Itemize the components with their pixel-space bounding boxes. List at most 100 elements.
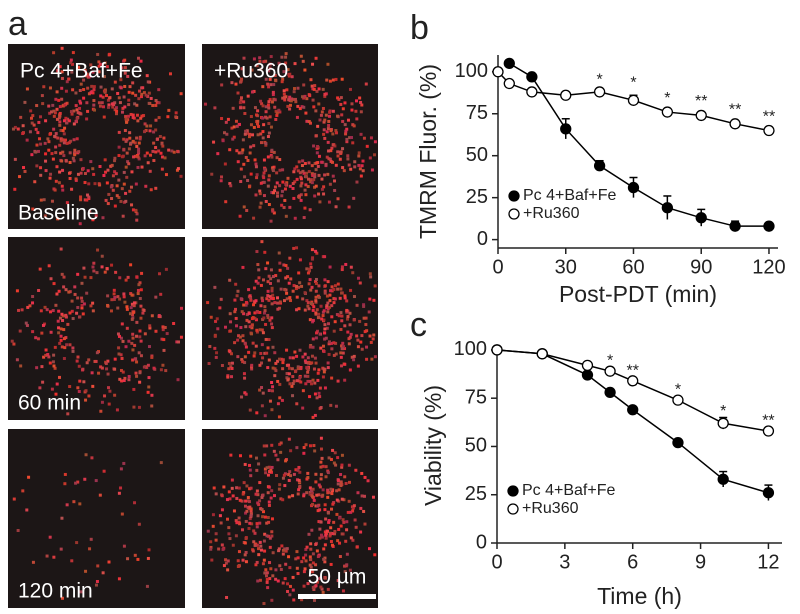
fluorescence-speck bbox=[280, 203, 284, 207]
fluorescence-speck bbox=[113, 156, 117, 160]
fluorescence-speck bbox=[148, 129, 152, 133]
fluorescence-speck bbox=[291, 382, 295, 386]
fluorescence-speck bbox=[291, 289, 295, 293]
fluorescence-speck bbox=[295, 566, 299, 570]
fluorescence-speck bbox=[161, 144, 165, 148]
fluorescence-speck bbox=[360, 471, 364, 475]
scale-bar bbox=[298, 594, 376, 599]
fluorescence-speck bbox=[131, 113, 135, 117]
fluorescence-speck bbox=[258, 205, 262, 209]
fluorescence-speck bbox=[54, 97, 58, 101]
fluorescence-speck bbox=[146, 556, 150, 560]
fluorescence-speck bbox=[101, 571, 105, 575]
fluorescence-speck bbox=[348, 368, 352, 372]
fluorescence-speck bbox=[304, 553, 308, 557]
fluorescence-speck bbox=[149, 96, 153, 100]
fluorescence-speck bbox=[122, 95, 126, 99]
fluorescence-speck bbox=[45, 554, 49, 558]
x-tick-label: 90 bbox=[690, 256, 712, 278]
fluorescence-speck bbox=[286, 275, 290, 279]
fluorescence-speck bbox=[64, 159, 68, 163]
fluorescence-speck bbox=[341, 107, 345, 111]
fluorescence-speck bbox=[79, 101, 83, 105]
fluorescence-speck bbox=[314, 361, 318, 365]
fluorescence-speck bbox=[263, 515, 267, 519]
fluorescence-speck bbox=[99, 365, 103, 369]
fluorescence-speck bbox=[236, 559, 240, 563]
fluorescence-speck bbox=[76, 386, 80, 390]
fluorescence-speck bbox=[313, 194, 317, 198]
micrograph bbox=[202, 237, 378, 420]
fluorescence-speck bbox=[101, 105, 105, 109]
fluorescence-speck bbox=[76, 306, 80, 310]
fluorescence-speck bbox=[304, 193, 308, 197]
fluorescence-speck bbox=[311, 502, 315, 506]
fluorescence-speck bbox=[131, 208, 135, 212]
fluorescence-speck bbox=[326, 301, 330, 305]
fluorescence-speck bbox=[213, 106, 217, 110]
fluorescence-speck bbox=[123, 105, 127, 109]
fluorescence-speck bbox=[242, 100, 246, 104]
fluorescence-speck bbox=[261, 85, 265, 89]
fluorescence-speck bbox=[93, 182, 97, 186]
fluorescence-speck bbox=[340, 497, 344, 501]
fluorescence-speck bbox=[39, 142, 43, 146]
panel-label: b bbox=[410, 9, 429, 47]
fluorescence-speck bbox=[272, 191, 276, 195]
fluorescence-speck bbox=[270, 443, 274, 447]
fluorescence-speck bbox=[35, 164, 39, 168]
fluorescence-speck bbox=[311, 378, 315, 382]
fluorescence-speck bbox=[240, 528, 244, 532]
fluorescence-speck bbox=[122, 137, 126, 141]
fluorescence-speck bbox=[247, 135, 251, 139]
fluorescence-speck bbox=[356, 338, 360, 342]
fluorescence-speck bbox=[131, 312, 135, 316]
fluorescence-speck bbox=[343, 101, 347, 105]
fluorescence-speck bbox=[252, 57, 256, 61]
fluorescence-speck bbox=[72, 138, 76, 142]
fluorescence-speck bbox=[324, 465, 328, 469]
y-axis-label: TMRM Fluor. (%) bbox=[415, 64, 441, 239]
fluorescence-speck bbox=[312, 305, 316, 309]
fluorescence-speck bbox=[305, 119, 309, 123]
fluorescence-speck bbox=[292, 284, 296, 288]
fluorescence-speck bbox=[217, 547, 221, 551]
fluorescence-speck bbox=[304, 111, 308, 115]
fluorescence-speck bbox=[84, 398, 88, 402]
fluorescence-speck bbox=[136, 292, 140, 296]
fluorescence-speck bbox=[81, 367, 85, 371]
fluorescence-speck bbox=[341, 589, 345, 593]
fluorescence-speck bbox=[44, 152, 48, 156]
fluorescence-speck bbox=[301, 389, 305, 393]
fluorescence-speck bbox=[63, 482, 67, 486]
fluorescence-speck bbox=[312, 105, 316, 109]
fluorescence-speck bbox=[241, 558, 245, 562]
fluorescence-speck bbox=[349, 265, 353, 269]
fluorescence-speck bbox=[76, 172, 80, 176]
fluorescence-speck bbox=[240, 150, 244, 154]
fluorescence-speck bbox=[246, 505, 250, 509]
fluorescence-speck bbox=[260, 495, 264, 499]
fluorescence-speck bbox=[310, 172, 314, 176]
fluorescence-speck bbox=[50, 387, 54, 391]
fluorescence-speck bbox=[284, 61, 288, 65]
fluorescence-speck bbox=[125, 305, 129, 309]
fluorescence-speck bbox=[288, 205, 292, 209]
fluorescence-speck bbox=[270, 408, 274, 412]
fluorescence-speck bbox=[275, 181, 279, 185]
fluorescence-speck bbox=[355, 117, 359, 121]
fluorescence-speck bbox=[83, 275, 87, 279]
fluorescence-speck bbox=[214, 532, 218, 536]
fluorescence-speck bbox=[274, 274, 278, 278]
fluorescence-speck bbox=[148, 169, 152, 173]
fluorescence-speck bbox=[286, 104, 290, 108]
fluorescence-speck bbox=[293, 180, 297, 184]
data-point bbox=[695, 212, 707, 224]
fluorescence-speck bbox=[218, 306, 222, 310]
data-point bbox=[593, 160, 606, 172]
fluorescence-speck bbox=[85, 101, 89, 105]
fluorescence-speck bbox=[144, 93, 148, 97]
fluorescence-speck bbox=[124, 165, 128, 169]
fluorescence-speck bbox=[59, 129, 63, 133]
fluorescence-speck bbox=[339, 355, 343, 359]
